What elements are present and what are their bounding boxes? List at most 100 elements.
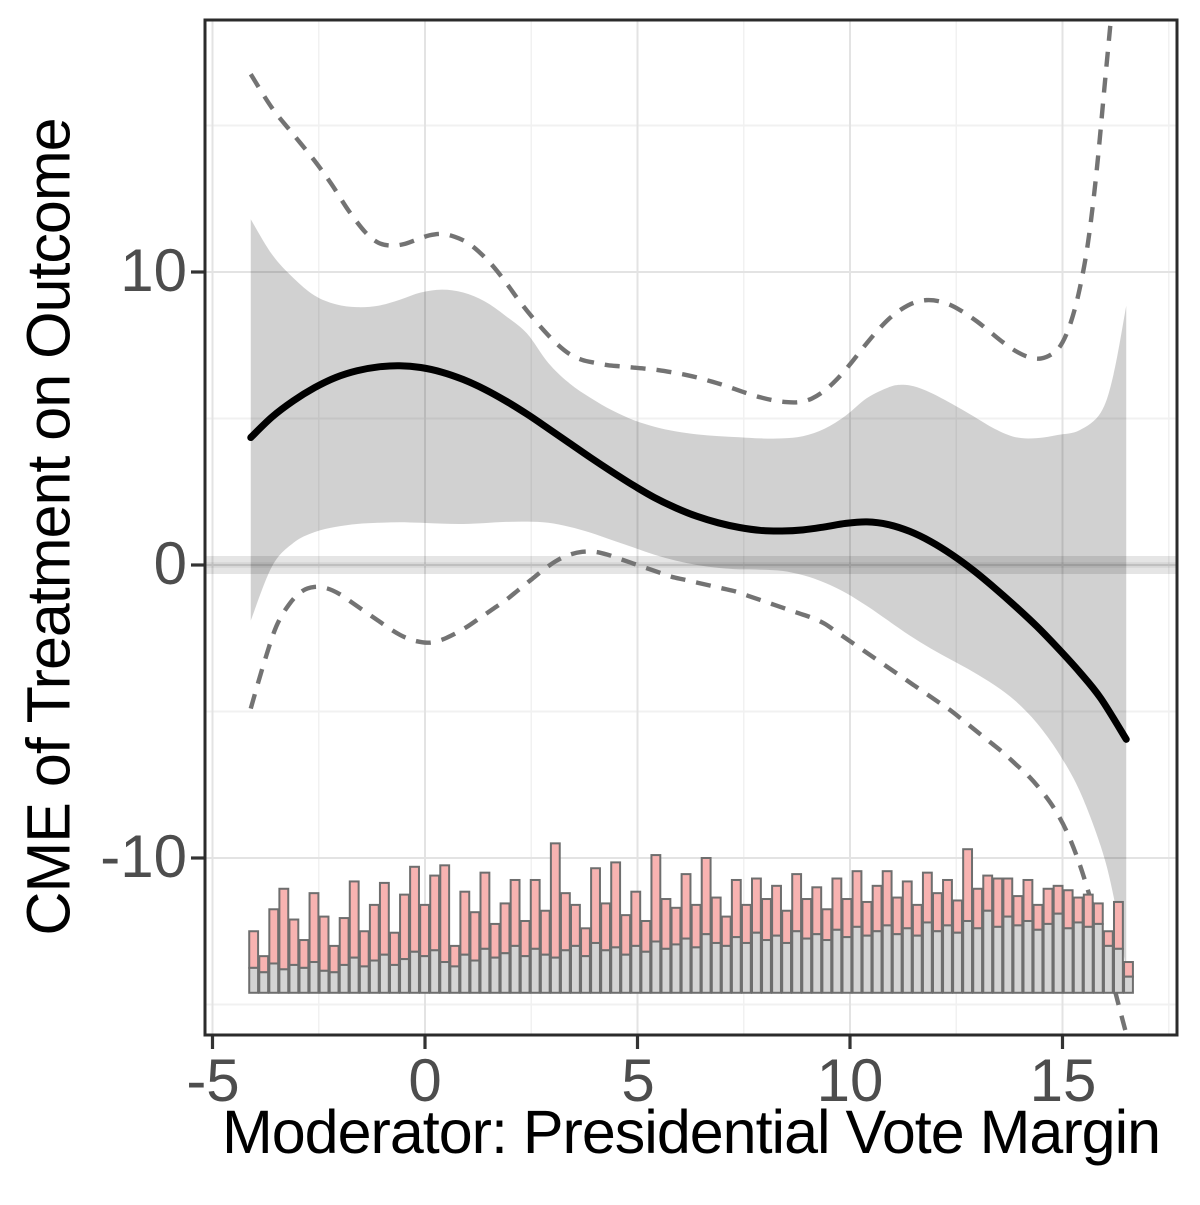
y-tick-label-neg10: -10 [100,822,187,890]
hist-bar-pink [519,919,531,958]
hist-bar-gray [1022,919,1034,994]
hist-bar-pink [580,927,591,958]
hist-bar-pink [891,896,903,936]
hist-bar-gray [1052,912,1064,994]
hist-bar-pink [690,903,702,949]
x-axis-title: Moderator: Presidential Vote Margin [221,1098,1161,1166]
zero-line-core [205,562,1177,568]
hist-bar-gray [911,934,923,994]
hist-bar-pink [590,867,601,944]
hist-bar-gray [1032,928,1044,994]
ci-lower-dashed [248,549,1129,1035]
hist-bar-pink [781,909,793,944]
hist-bar-pink [931,892,943,933]
hist-bar-gray [459,953,471,994]
hist-bar-pink [298,939,310,969]
gridlines [205,20,1177,1035]
hist-bar-pink [378,881,390,956]
hist-bar-pink [730,878,742,939]
hist-bar-pink [389,931,400,966]
hist-bar-pink [901,880,913,930]
hist-bar-pink [549,842,561,959]
hist-bar-pink [841,898,853,939]
hist-bar-gray [901,927,913,994]
hist-bar-pink [399,893,410,961]
hist-bar-pink [751,877,762,934]
hist-bar-pink [499,902,511,955]
hist-bar-gray [358,965,370,994]
hist-bar-gray [811,933,823,994]
hist-bar-pink [740,903,752,944]
hist-bar-gray [519,955,531,994]
hist-bar-gray [881,924,893,994]
hist-bar-pink [559,892,571,952]
hist-bar-gray [690,946,702,994]
hist-bar-gray [318,969,330,994]
hist-bar-gray [399,958,410,994]
hist-bar-pink [771,884,782,937]
plot-area [205,20,1177,1035]
hist-bar-pink [952,899,963,934]
hist-bar-pink [982,874,994,912]
hist-bar-pink [348,880,360,959]
hist-bar-pink [1062,889,1074,930]
hist-bar-gray [378,953,390,994]
axis-ticks [191,270,1065,1049]
hist-bar-pink [248,930,260,969]
hist-bar-gray [921,921,933,994]
ci-upper-dashed [248,20,1114,405]
hist-bar-gray [982,909,994,994]
hist-bar-pink [1022,878,1034,922]
hist-bar-gray [851,925,863,994]
hist-bar-pink [881,870,893,927]
x-tick-label-5: 5 [621,1047,655,1114]
hist-bar-gray [298,966,310,994]
hist-bar-pink [268,908,280,965]
hist-bar-gray [328,971,340,994]
x-tick-label-10: 10 [816,1047,884,1114]
hist-bar-pink [328,944,340,974]
hist-bar-gray [751,931,762,994]
x-tick-label-0: 0 [408,1047,442,1114]
hist-bar-gray [479,947,491,994]
hist-bar-pink [610,861,622,949]
hist-bar-gray [710,941,722,994]
hist-bar-gray [640,950,652,994]
hist-bar-gray [409,950,420,994]
hist-bar-gray [761,939,772,994]
hist-bar-gray [1102,944,1114,994]
moderator-histogram [248,842,1134,994]
hist-bar-pink [962,848,974,922]
hist-bar-gray [841,936,853,994]
hist-bar-pink [1012,895,1024,927]
hist-bar-pink [871,884,883,933]
hist-bar-pink [710,896,722,944]
hist-bar-gray [931,930,943,994]
hist-bar-pink [358,930,370,968]
hist-bar-gray [248,966,260,994]
hist-bar-gray [429,949,441,994]
hist-bar-pink [972,887,984,930]
hist-bar-pink [489,922,501,959]
hist-bar-gray [962,919,974,994]
hist-bar-pink [811,886,823,936]
hist-bar-pink [650,854,662,943]
hist-bar-gray [740,941,752,994]
hist-bar-gray [439,961,451,994]
hist-bar-pink [1123,961,1134,978]
hist-bar-pink [429,874,441,952]
hist-bar-gray [1123,975,1134,994]
hist-bar-gray [559,949,571,994]
hist-bar-gray [529,947,541,994]
hist-bar-gray [781,941,793,994]
y-axis-title: CME of Treatment on Outcome [14,118,83,936]
cme-line [247,362,1130,743]
panel-border [203,18,1179,1037]
hist-bar-gray [992,925,1004,994]
hist-bar-gray [791,930,803,994]
hist-bar-gray [509,944,521,994]
hist-bar-gray [650,940,662,994]
hist-bar-pink [288,918,300,966]
hist-bar-pink [1102,930,1114,947]
